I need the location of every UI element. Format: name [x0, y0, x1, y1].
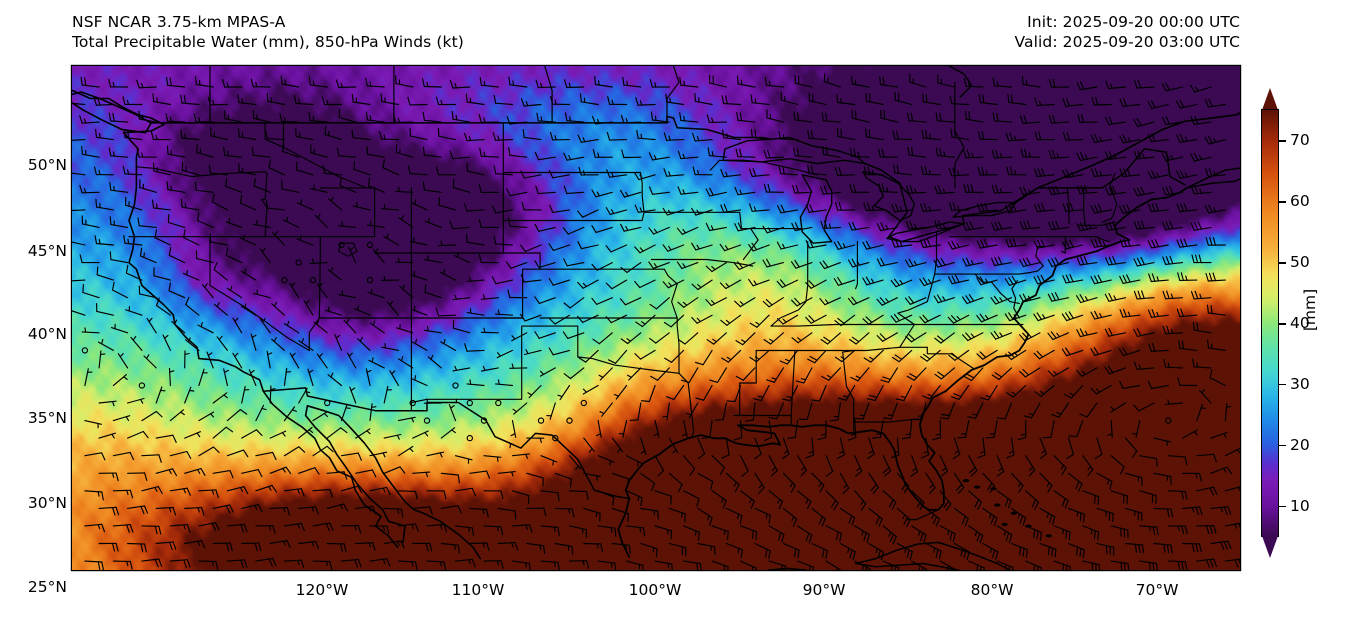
colorbar-tick-label: 50 [1290, 253, 1310, 272]
colorbar-tick-mark [1278, 323, 1286, 325]
y-tick-label: 35°N [27, 409, 67, 427]
x-tick-label: 90°W [802, 581, 846, 599]
model-title: NSF NCAR 3.75-km MPAS-A [72, 13, 286, 31]
colorbar-tick-label: 10 [1290, 496, 1310, 515]
colorbar-tick-mark [1278, 140, 1286, 143]
map-plot-area [72, 66, 1240, 570]
field-title: Total Precipitable Water (mm), 850-hPa W… [72, 33, 464, 51]
colorbar-tick-label: 60 [1290, 192, 1310, 211]
colorbar-tick-mark [1278, 444, 1286, 447]
y-tick-label: 25°N [27, 578, 67, 596]
colorbar-tick-label: 70 [1290, 131, 1310, 150]
y-tick-label: 45°N [27, 242, 67, 260]
colorbar-tick-label: 20 [1290, 435, 1310, 454]
y-tick-label: 40°N [27, 325, 67, 343]
wind-barbs-overlay [72, 73, 1240, 570]
y-tick-label: 30°N [27, 494, 67, 512]
colorbar-tick-mark [1278, 201, 1286, 203]
colorbar-gradient [1262, 110, 1278, 536]
x-tick-label: 100°W [628, 581, 682, 599]
colorbar-tick-mark [1278, 262, 1286, 264]
colorbar-tick-mark [1278, 383, 1286, 386]
x-tick-label: 70°W [1135, 581, 1179, 599]
colorbar-tick-label: 40 [1290, 314, 1310, 332]
colorbar-ticks: 70 60 50 40 30 20 10 [1262, 88, 1310, 558]
init-time: Init: 2025-09-20 00:00 UTC [1027, 13, 1240, 31]
colorbar-tick-label: 30 [1290, 374, 1310, 393]
x-tick-label: 120°W [295, 581, 349, 599]
x-tick-label: 80°W [970, 581, 1014, 599]
colorbar-unit-label: [mm] [1301, 288, 1319, 332]
valid-time: Valid: 2025-09-20 03:00 UTC [1014, 33, 1240, 51]
y-tick-label: 50°N [27, 156, 67, 174]
geography-overlay [72, 66, 1240, 570]
x-tick-label: 110°W [451, 581, 505, 599]
colorbar: 70 60 50 40 30 20 10 [1262, 88, 1310, 558]
colorbar-tick-mark [1278, 505, 1286, 508]
